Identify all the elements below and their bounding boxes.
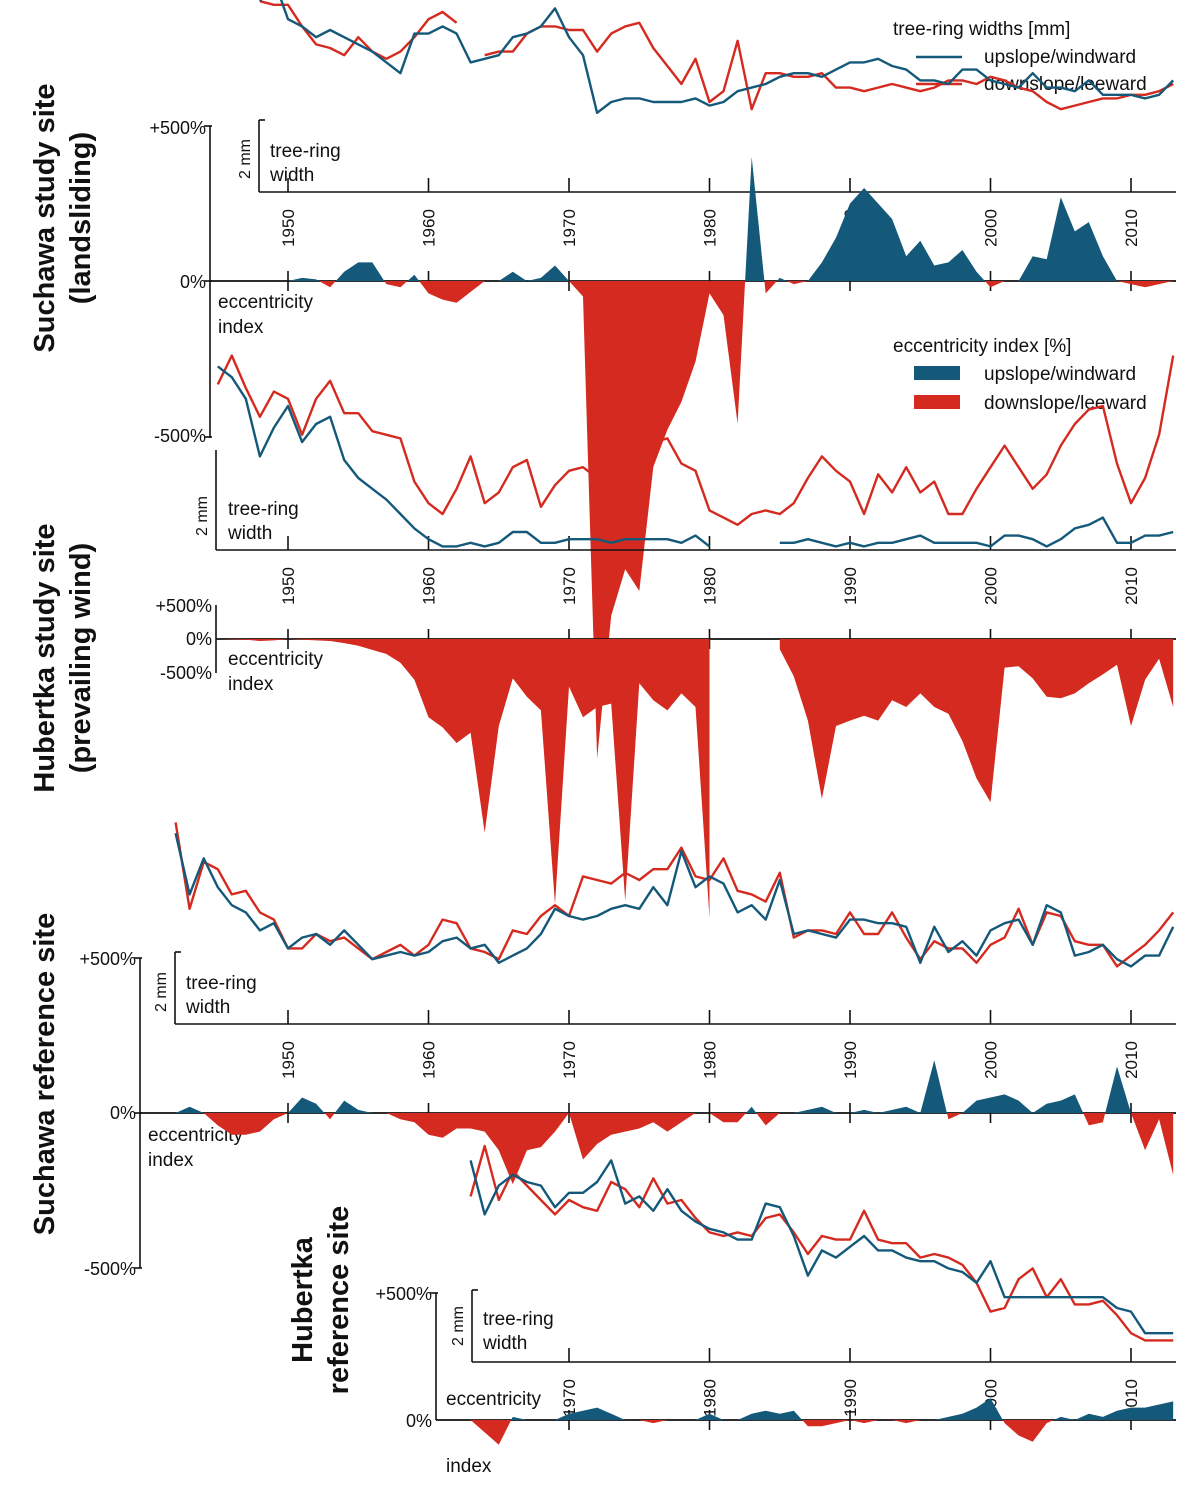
pct-label-plus500: +500% (79, 949, 136, 969)
ecc-area-downslope (470, 1420, 1174, 1445)
ecc-area-downslope (175, 1113, 1174, 1185)
year-tick-label: 1980 (701, 1379, 720, 1417)
legend-swatch-downslope-area (914, 395, 960, 409)
ring-width-line-downslope (216, 354, 1175, 526)
site-title-hubertka-study-line1: Hubertka study site (29, 523, 61, 792)
panel-suchawa-study: +500% 0% -500% 2 mm tree-ring width ecce… (149, 118, 340, 446)
year-tick-label: 2010 (1122, 1041, 1141, 1079)
ring-width-label-line1: tree-ring (270, 141, 341, 162)
year-tick-label: 1950 (279, 209, 298, 247)
year-tick-label: 1970 (560, 1379, 579, 1417)
legend-eccentricity-index: eccentricity index [%] upslope/windward … (893, 336, 1147, 414)
ecc-label-line2: index (218, 317, 264, 338)
ecc-area-downslope (779, 639, 1174, 803)
pct-label-plus500: +500% (155, 596, 212, 616)
pct-label-zero: 0% (180, 272, 206, 292)
ring-width-line-upslope (217, 365, 1174, 548)
ring-width-label-line1: tree-ring (228, 499, 299, 520)
ecc-label-line2: index (148, 1150, 194, 1171)
site-title-hubertka-study-line2: (prevailing wind) (65, 543, 97, 773)
ecc-label-line1: eccentricity (148, 1125, 244, 1146)
ring-width-line-downslope (259, 0, 1174, 111)
year-tick-label: 2000 (982, 1041, 1001, 1079)
ecc-label-line1: eccentricity (446, 1389, 542, 1410)
ecc-area-downslope (217, 639, 710, 918)
site-title-suchawa-study-line1: Suchawa study site (29, 83, 61, 352)
legend-title-index: eccentricity index [%] (893, 336, 1071, 357)
panel-hubertka-study: -500% +500% 0% -500% 2 mm tree-ring widt… (155, 450, 324, 695)
ring-width-label-line1: tree-ring (186, 973, 257, 994)
ecc-label-line2: index (446, 1456, 492, 1477)
year-tick-label: 1950 (279, 1041, 298, 1079)
year-tick-label: 1970 (560, 567, 579, 605)
ring-width-line-downslope (469, 1144, 1174, 1342)
legend-label-upslope-line: upslope/windward (984, 47, 1136, 68)
legend-tree-ring-widths: tree-ring widths [mm] upslope/windward d… (893, 19, 1147, 95)
year-tick-label: 1960 (420, 209, 439, 247)
ring-width-label-line2: width (185, 997, 230, 1018)
ring-scale-label: 2 mm (450, 1306, 467, 1346)
ring-width-line-upslope (258, 0, 1175, 114)
ring-width-label-line1: tree-ring (483, 1309, 554, 1330)
year-tick-label: 2000 (982, 567, 1001, 605)
site-title-suchawa-reference: Suchawa reference site (29, 913, 61, 1235)
pct-label-plus500: +500% (149, 118, 206, 138)
chart-marks: 1950 1960 1970 1980 1990 2000 2010 1950 1960 1970… (140, 0, 1176, 1445)
legend-label-upslope-area: upslope/windward (984, 364, 1136, 385)
pct-label-plus500: +500% (375, 1284, 432, 1304)
pct-label-zero: 0% (406, 1411, 432, 1431)
pct-label-minus500: -500% (160, 663, 212, 683)
year-tick-label: 1990 (841, 1041, 860, 1079)
year-tick-label: 2010 (1122, 567, 1141, 605)
year-tick-label: 1960 (420, 567, 439, 605)
ring-scale-label: 2 mm (194, 496, 211, 536)
ring-width-label-line2: width (227, 523, 272, 544)
ecc-label-line1: eccentricity (228, 649, 324, 670)
year-tick-label: 1960 (420, 1041, 439, 1079)
legend-swatch-upslope-area (914, 366, 960, 380)
ring-width-line-upslope (469, 1159, 1174, 1335)
ecc-area-upslope (259, 157, 1174, 281)
ring-scale-label: 2 mm (237, 139, 254, 179)
ring-width-line-downslope (174, 822, 1175, 968)
ring-width-label-line2: width (482, 1333, 527, 1354)
site-title-hubertka-reference-line1: Hubertka (287, 1236, 319, 1363)
pct-label-minus500: -500% (84, 1259, 136, 1279)
year-tick-label: 1980 (701, 209, 720, 247)
year-tick-label: 1980 (701, 1041, 720, 1079)
pct-label-zero: 0% (186, 629, 212, 649)
ring-width-line-upslope (174, 832, 1175, 968)
pct-label-zero: 0% (110, 1103, 136, 1123)
site-title-suchawa-study-line2: (landsliding) (65, 132, 97, 304)
year-tick-label: 2010 (1122, 1379, 1141, 1417)
year-tick-label: 1970 (560, 209, 579, 247)
ecc-area-upslope (175, 1060, 1174, 1113)
ring-scale-label: 2 mm (153, 972, 170, 1012)
year-tick-label: 1970 (560, 1041, 579, 1079)
year-tick-label: 1990 (841, 567, 860, 605)
year-tick-label: 1950 (279, 567, 298, 605)
panel-hubertka-reference: +500% 0% 2 mm tree-ring width eccentrici… (375, 1284, 553, 1477)
ecc-area-upslope (470, 1398, 1174, 1420)
ecc-label-line1: eccentricity (218, 292, 314, 313)
year-tick-label: 1990 (841, 1379, 860, 1417)
year-tick-label: 1980 (701, 567, 720, 605)
legend-label-downslope-area: downslope/leeward (984, 393, 1147, 414)
legend-title-widths: tree-ring widths [mm] (893, 19, 1070, 40)
pct-label-minus500: -500% (154, 426, 206, 446)
year-tick-label: 2010 (1122, 209, 1141, 247)
year-tick-label: 2000 (982, 209, 1001, 247)
ecc-label-line2: index (228, 674, 274, 695)
ring-width-label-line2: width (269, 165, 314, 186)
site-title-hubertka-reference-line2: reference site (323, 1206, 355, 1395)
